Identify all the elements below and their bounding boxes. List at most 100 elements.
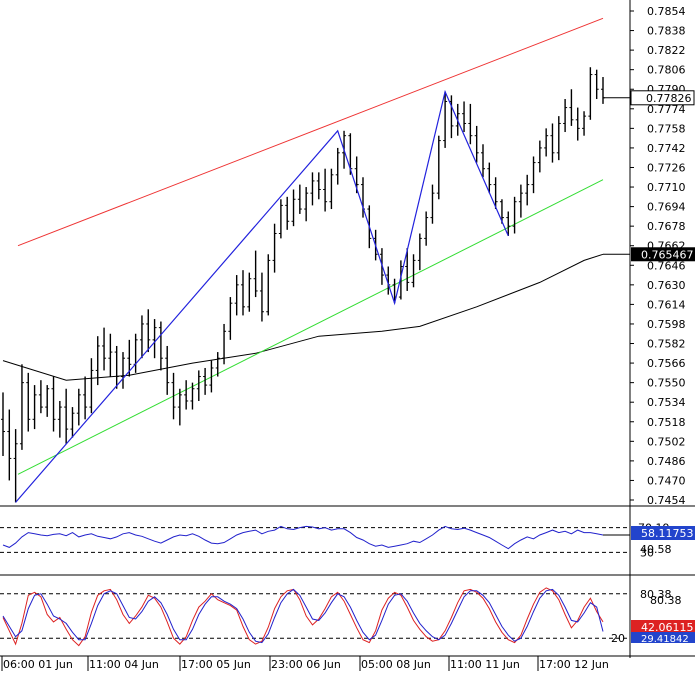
price-bar: [506, 211, 511, 236]
price-bar: [203, 367, 208, 395]
price-bar: [474, 125, 479, 163]
stoch-line-1: [2, 587, 604, 647]
x-tick-label: 11:00 04 Jun: [89, 658, 159, 671]
current-price-box: [630, 90, 695, 106]
price-bar: [550, 123, 555, 163]
y-tick-label: 0.7726: [647, 161, 686, 174]
price-bar: [114, 345, 119, 389]
price-bar: [436, 135, 441, 200]
x-tick-label: 23:00 06 Jun: [271, 658, 341, 671]
y-tick-label: 0.7710: [647, 181, 686, 194]
price-bar: [588, 67, 593, 120]
x-tick-label: 17:00 12 Jun: [539, 658, 609, 671]
price-bar: [26, 372, 31, 432]
y-tick-label: 0.7806: [647, 64, 686, 77]
price-bar: [89, 358, 94, 414]
price-bar: [297, 184, 302, 214]
price-bar: [7, 409, 12, 481]
price-bar: [171, 372, 176, 420]
price-bar: [411, 254, 416, 288]
price-bar: [266, 254, 271, 316]
y-tick-label: 0.7678: [647, 220, 686, 233]
price-bar: [499, 199, 504, 224]
rsi-level-label: 30: [640, 546, 654, 559]
price-bar: [329, 168, 334, 210]
price-bar: [51, 376, 56, 432]
price-bar: [38, 380, 43, 414]
y-tick-label: 0.7758: [647, 122, 686, 135]
price-bar: [259, 272, 264, 322]
y-tick-label: 0.7502: [647, 435, 686, 448]
stoch-right-label: 80.38: [650, 594, 682, 607]
price-bar: [19, 364, 24, 450]
y-tick-label: 0.7646: [647, 259, 686, 272]
y-tick-label: 0.7774: [647, 103, 686, 116]
y-tick-label: 0.7854: [647, 5, 686, 18]
price-bar: [594, 69, 599, 100]
zigzag-pattern-line: [15, 89, 509, 503]
y-tick-label: 0.7742: [647, 142, 686, 155]
price-bar: [424, 211, 429, 246]
price-bar: [139, 315, 144, 359]
price-bar: [57, 400, 62, 438]
price-bar: [102, 327, 107, 371]
price-bar: [76, 388, 81, 426]
stoch-value-label-1: 42.06115: [641, 621, 694, 634]
price-bar: [481, 144, 485, 178]
price-bar: [563, 99, 568, 133]
stoch-level-label: 20: [611, 632, 625, 645]
y-tick-label: 0.7534: [647, 396, 686, 409]
price-bar: [335, 147, 340, 185]
price-bar: [146, 309, 151, 353]
price-bar: [582, 111, 587, 136]
price-bar: [323, 168, 328, 212]
price-bar: [177, 388, 182, 426]
y-tick-label: 0.7694: [647, 201, 686, 214]
price-bar: [152, 319, 157, 359]
x-tick-label: 05:00 08 Jun: [361, 658, 431, 671]
y-tick-label: 0.7550: [647, 377, 686, 390]
price-bar: [64, 388, 69, 444]
price-bar: [512, 196, 517, 234]
y-tick-label: 0.7582: [647, 338, 686, 351]
price-bar: [272, 223, 277, 273]
rsi-value-label: 58.11753: [641, 527, 694, 540]
price-bar: [209, 360, 214, 393]
price-bar: [544, 128, 549, 157]
price-bar: [304, 187, 309, 222]
price-bar: [83, 376, 88, 420]
y-tick-label: 0.7518: [647, 416, 686, 429]
rsi-value-box: [631, 526, 695, 540]
y-tick-label: 0.7630: [647, 279, 686, 292]
price-bar: [158, 321, 163, 371]
price-bar: [575, 107, 580, 141]
y-tick-label: 0.7822: [647, 44, 686, 57]
price-bar: [13, 429, 18, 503]
price-bar: [247, 272, 252, 312]
price-bar: [165, 345, 170, 395]
price-bar: [525, 174, 530, 206]
price-bar: [184, 380, 189, 410]
stoch-line-2: [2, 588, 604, 644]
price-bar: [196, 370, 201, 401]
price-bar: [253, 250, 258, 298]
price-bar: [70, 407, 75, 438]
price-bar: [443, 91, 448, 148]
y-tick-label: 0.7454: [647, 494, 686, 507]
rsi-right-label: 40.58: [640, 543, 672, 556]
ma-value-box: [631, 247, 695, 262]
price-bar: [405, 248, 410, 291]
price-bar: [430, 184, 435, 224]
price-bar: [95, 336, 100, 386]
price-bar: [316, 172, 321, 200]
stoch-value-box-2: [631, 632, 695, 643]
price-bar: [493, 177, 498, 210]
price-bar: [569, 89, 574, 126]
price-bar: [398, 260, 403, 300]
current-price-label: 0.77826: [646, 92, 692, 105]
price-bar: [518, 184, 523, 218]
y-tick-label: 0.7614: [647, 298, 686, 311]
price-bar: [310, 172, 315, 206]
y-tick-label: 0.7598: [647, 318, 686, 331]
